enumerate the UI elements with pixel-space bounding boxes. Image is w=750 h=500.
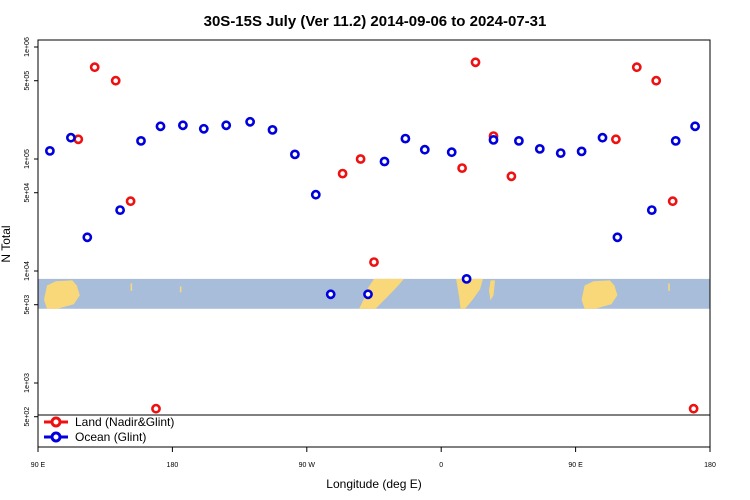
land-point	[151, 403, 161, 414]
y-tick-label: 5e+03	[24, 295, 31, 315]
ocean-point	[690, 121, 700, 132]
x-tick-label: 180	[704, 462, 716, 469]
y-tick-label: 1e+04	[24, 261, 31, 281]
ocean-point	[534, 143, 545, 154]
ocean-point	[379, 156, 390, 167]
ocean-point	[363, 289, 373, 300]
legend-land-label: Land (Nadir&Glint)	[75, 415, 174, 429]
ocean-point	[45, 145, 55, 156]
ocean-point	[115, 205, 125, 215]
land-mass-4	[581, 280, 618, 309]
y-axis-label: N Total	[0, 225, 13, 262]
legend-land-marker	[50, 416, 62, 428]
ocean-point	[419, 144, 430, 155]
ocean-point	[177, 120, 188, 131]
land-point	[125, 196, 136, 207]
ocean-point	[66, 132, 76, 143]
ocean-point	[670, 135, 681, 146]
ocean-point	[267, 124, 278, 135]
land-point	[651, 75, 662, 86]
ocean-point	[576, 146, 587, 157]
background-world-map	[38, 278, 710, 309]
land-point	[89, 62, 100, 73]
ocean-point	[289, 149, 300, 160]
y-tick-label: 1e+05	[24, 149, 31, 169]
y-tick-label: 5e+05	[24, 71, 31, 91]
ocean-point	[221, 120, 232, 131]
land-point	[369, 257, 379, 267]
ocean-point	[514, 135, 524, 146]
x-tick-label: 90 W	[299, 462, 316, 469]
land-mass-1	[359, 278, 404, 309]
land-mass-0	[44, 280, 80, 309]
y-tick-label: 1e+03	[24, 373, 31, 393]
ocean-point	[597, 132, 608, 143]
ocean-point	[198, 123, 209, 134]
ocean-point	[155, 121, 166, 132]
land-mass-7	[668, 283, 670, 291]
land-point	[631, 62, 642, 73]
land-mass-6	[179, 286, 182, 293]
y-tick-label: 5e+04	[24, 183, 31, 203]
legend-ocean-label: Ocean (Glint)	[75, 430, 146, 444]
land-point	[337, 168, 348, 179]
legend: Land (Nadir&Glint) Ocean (Glint)	[44, 415, 174, 444]
ocean-point	[245, 116, 255, 127]
land-point	[355, 154, 366, 164]
ocean-point	[136, 135, 146, 146]
land-mass-3	[489, 280, 495, 301]
land-point	[688, 403, 699, 414]
ocean-point	[310, 189, 321, 200]
y-axis-ticks: 5e+02 1e+03 5e+03 1e+04 5e+04 1e+05 5e+05 1e+06	[24, 37, 38, 427]
ocean-point	[400, 133, 411, 144]
land-point	[667, 196, 678, 207]
land-mass-2	[456, 278, 483, 309]
x-tick-label: 90 E	[31, 462, 46, 469]
land-point	[611, 134, 621, 145]
x-axis-label: Longitude (deg E)	[326, 477, 421, 491]
data-points	[45, 57, 700, 414]
x-tick-label: 90 E	[568, 462, 583, 469]
ocean-point	[488, 134, 499, 145]
ocean-point	[82, 232, 93, 243]
ocean-point	[325, 289, 336, 300]
plot-frame	[37, 39, 711, 448]
x-tick-label: 0	[439, 462, 443, 469]
y-tick-label: 5e+02	[24, 407, 31, 427]
land-mass-5	[130, 283, 133, 291]
land-point	[73, 134, 84, 145]
ocean-point	[646, 205, 657, 215]
legend-ocean-marker	[50, 431, 62, 443]
chart-title: 30S-15S July (Ver 11.2) 2014-09-06 to 20…	[204, 13, 547, 30]
y-tick-label: 1e+06	[24, 37, 31, 57]
x-axis-ticks: 90 E 180 90 W 0 90 E 180	[31, 447, 716, 469]
land-point	[457, 163, 467, 173]
ocean-point	[461, 273, 472, 284]
land-point	[470, 57, 481, 68]
land-point	[506, 171, 517, 182]
ocean-point	[555, 148, 566, 158]
ocean-point	[612, 232, 623, 243]
ocean-point	[446, 147, 457, 158]
x-tick-label: 180	[167, 462, 179, 469]
land-point	[110, 75, 121, 86]
